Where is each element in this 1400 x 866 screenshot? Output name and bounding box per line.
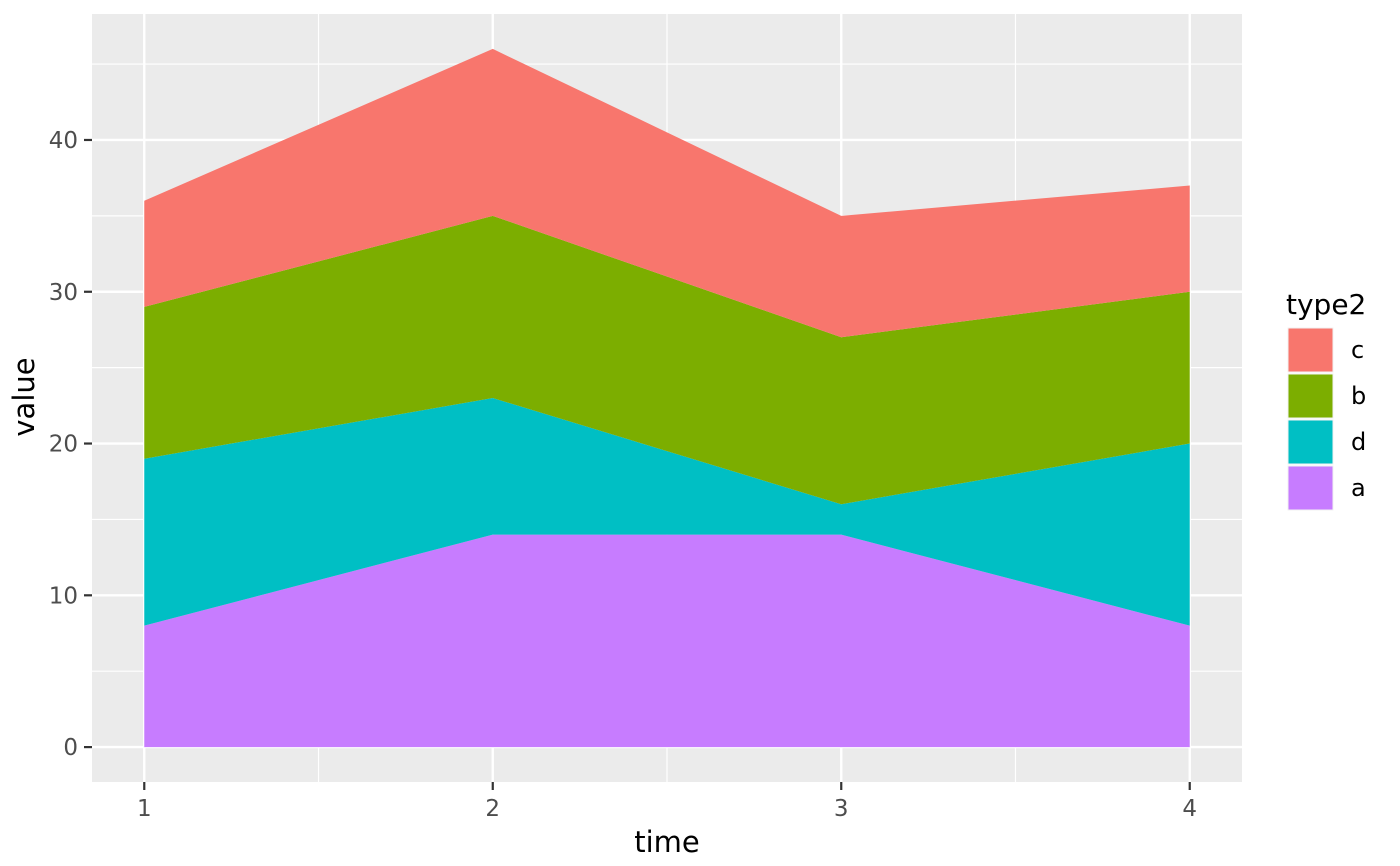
legend-item-d: d [1287,419,1366,465]
legend-label-d: d [1351,428,1366,456]
area-d [144,398,1190,626]
legend-title: type2 [1286,288,1366,321]
y-axis-title: value [7,357,41,436]
legend-item-c: c [1287,327,1364,373]
x-axis-title: time [634,825,700,859]
legend-key-b [1287,373,1334,419]
legend-item-b: b [1287,373,1366,419]
x-tick-label-3: 3 [834,796,849,822]
legend-key-c [1287,327,1334,373]
y-tick-label-40: 40 [49,128,78,154]
y-tick-label-0: 0 [63,735,78,761]
legend-label-c: c [1351,336,1364,364]
area-b [144,215,1190,505]
legend-item-a: a [1287,465,1366,511]
y-tick-label-30: 30 [49,280,78,306]
legend-key-a [1287,465,1334,511]
area-a [144,534,1190,748]
y-tick-label-10: 10 [49,583,78,609]
x-tick-label-2: 2 [485,796,500,822]
y-tick-label-20: 20 [49,432,78,458]
legend-key-d [1287,419,1334,465]
x-tick-label-1: 1 [137,796,152,822]
legend-label-a: a [1351,474,1366,502]
x-tick-label-4: 4 [1182,796,1197,822]
area-c [144,48,1190,338]
legend-label-b: b [1351,382,1366,410]
